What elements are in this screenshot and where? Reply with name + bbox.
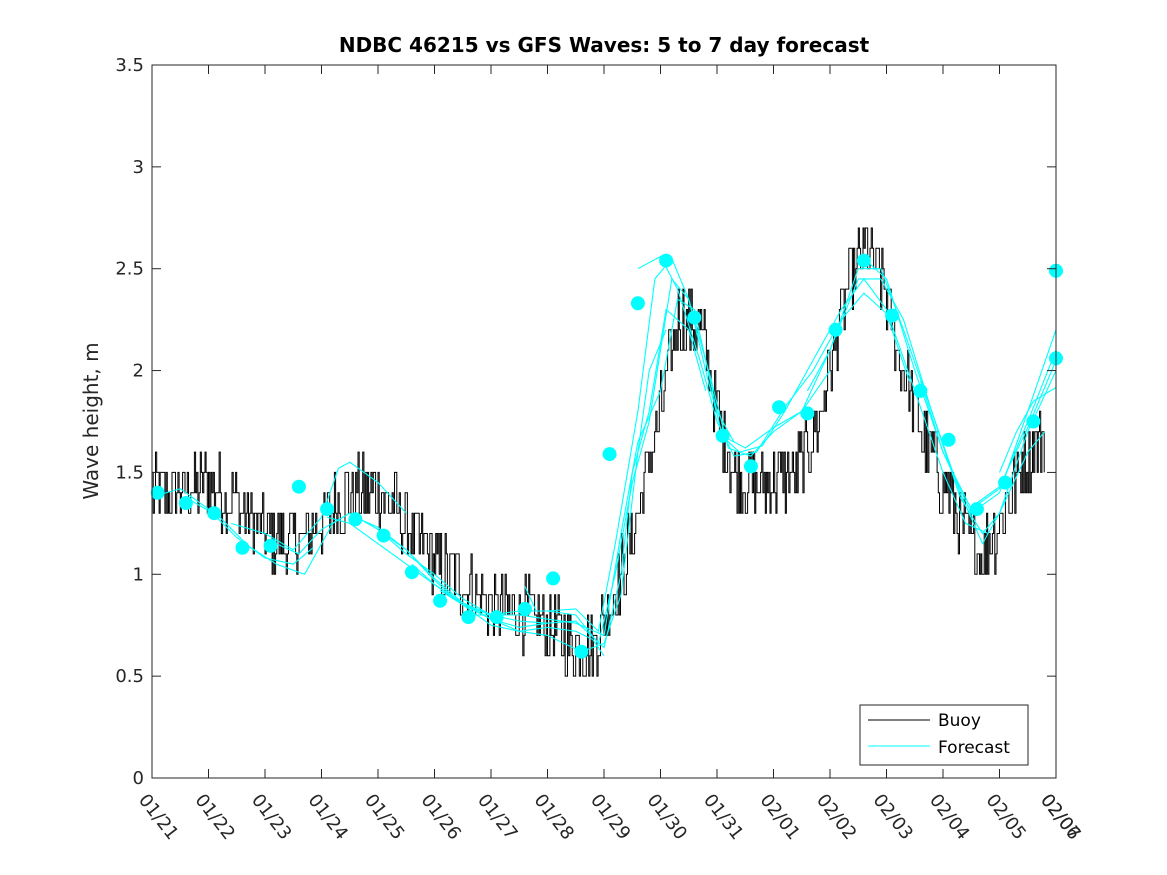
forecast-marker [207, 506, 222, 521]
forecast-line [637, 255, 910, 457]
y-tick-label: 2.5 [115, 259, 144, 280]
forecast-marker [941, 432, 956, 447]
legend-forecast-label: Forecast [938, 738, 1010, 758]
forecast-marker [263, 538, 278, 553]
forecast-line [773, 268, 1046, 535]
forecast-line [919, 348, 1056, 510]
y-tick-label: 2 [133, 361, 144, 382]
forecast-marker [969, 502, 984, 517]
forecast-marker [998, 475, 1013, 490]
legend: Buoy Forecast [859, 704, 1029, 766]
forecast-marker [376, 528, 391, 543]
forecast-marker [659, 253, 674, 268]
forecast-marker [715, 428, 730, 443]
forecast-marker [602, 447, 617, 462]
forecast-marker [291, 479, 306, 494]
plot-area [152, 65, 1056, 778]
forecast-line [411, 308, 707, 649]
y-tick-label: 0.5 [115, 666, 144, 687]
forecast-marker [433, 593, 448, 608]
forecast-marker [461, 610, 476, 625]
forecast-marker [1026, 414, 1041, 429]
forecast-marker [517, 601, 532, 616]
forecast-marker [630, 296, 645, 311]
legend-buoy-label: Buoy [938, 711, 981, 731]
y-tick-label: 0 [133, 768, 144, 789]
forecast-marker [546, 571, 561, 586]
legend-box [859, 704, 1029, 766]
forecast-marker [574, 644, 589, 659]
forecast-marker [348, 512, 363, 527]
forecast-marker [687, 310, 702, 325]
forecast-marker [800, 406, 815, 421]
forecast-marker [913, 383, 928, 398]
y-tick-label: 3 [133, 157, 144, 178]
y-tick-label: 3.5 [115, 55, 144, 76]
y-axis-label: Wave height, m [79, 342, 103, 499]
chart-title: NDBC 46215 vs GFS Waves: 5 to 7 day fore… [339, 33, 870, 57]
forecast-line [355, 516, 605, 657]
forecast-marker [743, 459, 758, 474]
y-axis: 0 0.5 1 1.5 2 2.5 3 3.5 [115, 55, 1056, 789]
forecast-line [863, 258, 1056, 515]
forecast-marker [885, 308, 900, 323]
forecast-marker [150, 485, 165, 500]
forecast-marker [320, 502, 335, 517]
forecast-line [524, 257, 831, 633]
forecast-marker [235, 540, 250, 555]
forecast-line [976, 358, 1056, 504]
y-tick-label: 1 [133, 564, 144, 585]
forecast-marker [178, 496, 193, 510]
forecast-marker [404, 565, 419, 580]
forecast-line [230, 461, 407, 551]
forecast-marker [489, 610, 504, 625]
forecast-marker [772, 400, 787, 415]
forecast-line [276, 512, 492, 616]
forecast-line [998, 386, 1056, 473]
forecast-marker [856, 253, 871, 268]
y-tick-label: 1.5 [115, 462, 144, 483]
forecast-marker [828, 322, 843, 337]
forecast-line [152, 488, 314, 565]
